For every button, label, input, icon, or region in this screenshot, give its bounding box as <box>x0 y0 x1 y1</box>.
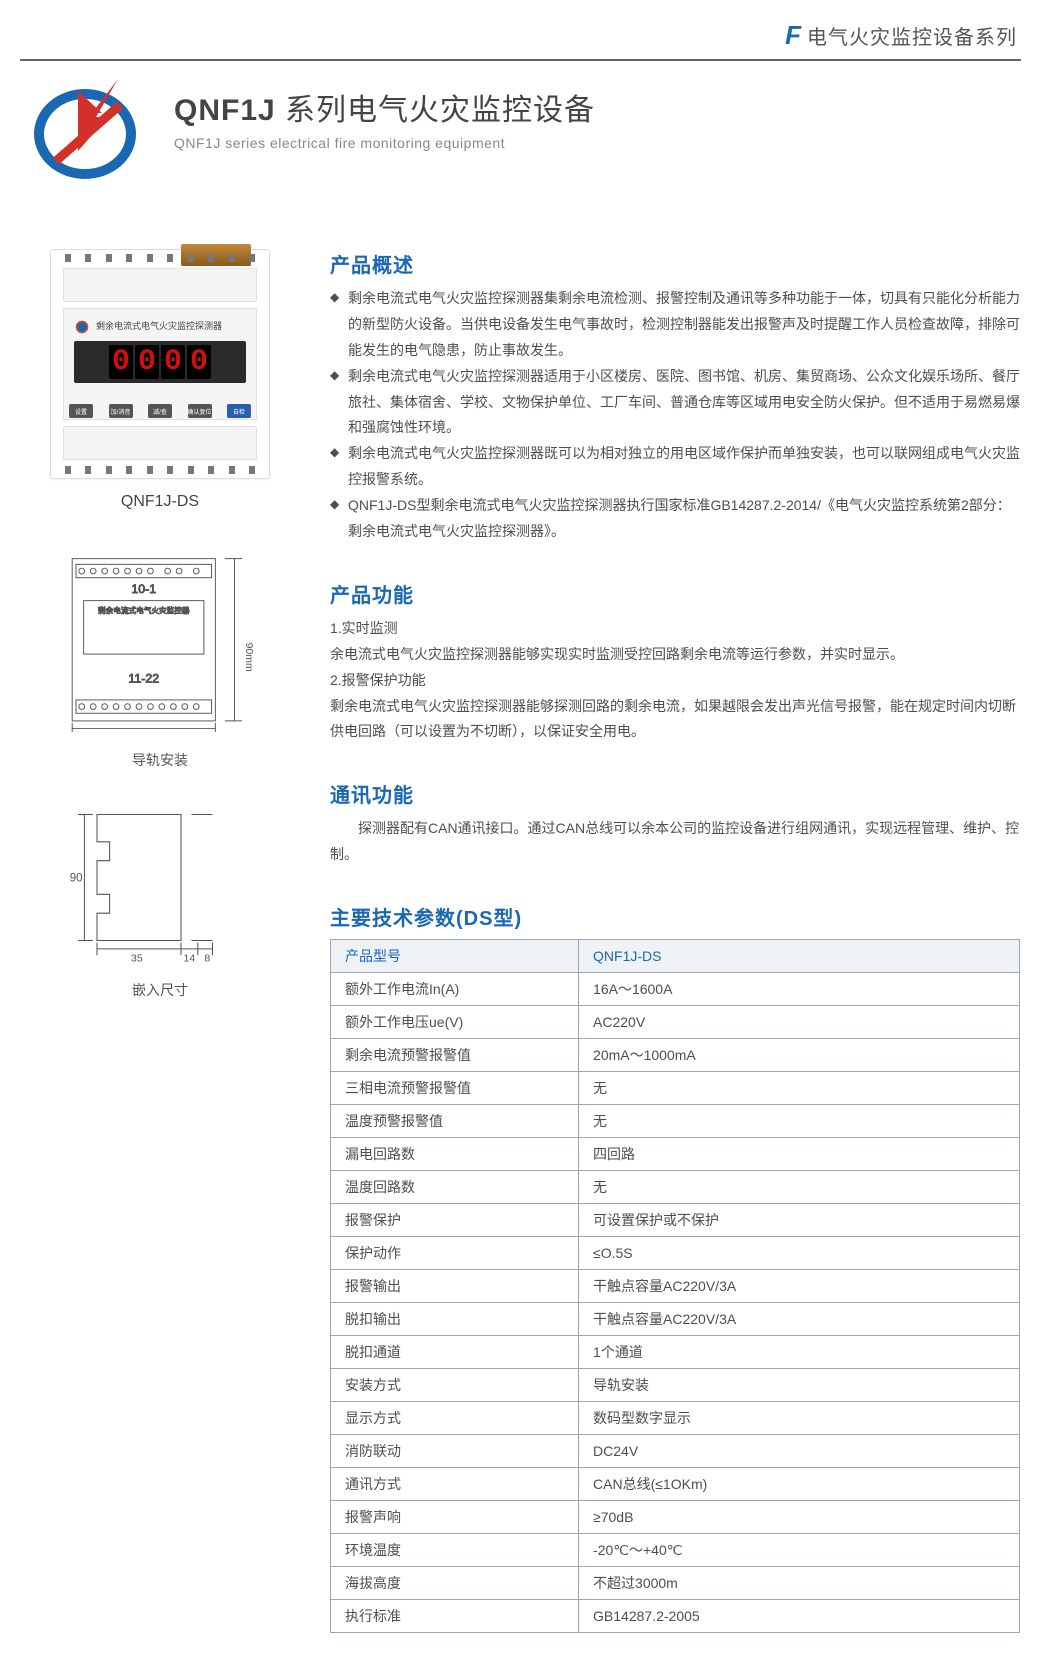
spec-value: 16A～1600A <box>579 973 1020 1006</box>
spec-label: 报警输出 <box>331 1270 579 1303</box>
page-subtitle: QNF1J series electrical fire monitoring … <box>174 135 595 151</box>
spec-value: GB14287.2-2005 <box>579 1600 1020 1633</box>
table-row: 脱扣通道1个通道 <box>331 1336 1020 1369</box>
function-line: 余电流式电气火灾监控探测器能够实现实时监测受控回路剩余电流等运行参数，并实时显示… <box>330 642 1021 668</box>
spec-value: -20℃～+40℃ <box>579 1534 1020 1567</box>
overview-item: 剩余电流式电气火灾监控探测器集剩余电流检测、报警控制及通讯等多种功能于一体，切具… <box>330 286 1021 364</box>
spec-label: 显示方式 <box>331 1402 579 1435</box>
cutout-diagram: 90 35 14 8 <box>55 804 265 962</box>
function-line: 剩余电流式电气火灾监控探测器能够探测回路的剩余电流，如果越限会发出声光信号报警，… <box>330 694 1021 746</box>
table-row: 通讯方式CAN总线(≤1OKm) <box>331 1468 1020 1501</box>
spec-value: ≤O.5S <box>579 1237 1020 1270</box>
table-row: 温度预警报警值无 <box>331 1105 1020 1138</box>
specs-th-label: 产品型号 <box>331 940 579 973</box>
spec-value: 20mA～1000mA <box>579 1039 1020 1072</box>
spec-label: 额外工作电流In(A) <box>331 973 579 1006</box>
spec-label: 通讯方式 <box>331 1468 579 1501</box>
svg-text:11-22: 11-22 <box>128 672 159 686</box>
spec-value: AC220V <box>579 1006 1020 1039</box>
spec-value: 不超过3000m <box>579 1567 1020 1600</box>
functions-block: 1.实时监测余电流式电气火灾监控探测器能够实现实时监测受控回路剩余电流等运行参数… <box>330 616 1021 745</box>
table-row: 三相电流预警报警值无 <box>331 1072 1020 1105</box>
rail-diagram-label: 导轨安装 <box>132 750 188 770</box>
spec-value: 四回路 <box>579 1138 1020 1171</box>
specs-table: 产品型号QNF1J-DS 额外工作电流In(A)16A～1600A额外工作电压u… <box>330 939 1020 1633</box>
specs-th-value: QNF1J-DS <box>579 940 1020 973</box>
specs-heading: 主要技术参数(DS型) <box>330 902 1021 931</box>
table-row: 海拔高度不超过3000m <box>331 1567 1020 1600</box>
svg-text:10-1: 10-1 <box>131 582 156 596</box>
svg-text:14: 14 <box>184 953 196 962</box>
spec-label: 剩余电流预警报警值 <box>331 1039 579 1072</box>
function-line: 2.报警保护功能 <box>330 668 1021 694</box>
device-photo: 剩余电流式电气火灾监控探测器 0 0 0 0 设置加/消音减/查确认复位自检 <box>50 249 270 479</box>
spec-label: 三相电流预警报警值 <box>331 1072 579 1105</box>
spec-label: 脱扣输出 <box>331 1303 579 1336</box>
table-row: 保护动作≤O.5S <box>331 1237 1020 1270</box>
table-row: 环境温度-20℃～+40℃ <box>331 1534 1020 1567</box>
table-row: 额外工作电流In(A)16A～1600A <box>331 973 1020 1006</box>
svg-text:8: 8 <box>204 953 210 962</box>
table-row: 消防联动DC24V <box>331 1435 1020 1468</box>
category-letter: F <box>785 20 801 51</box>
category-text: 电气火灾监控设备系列 <box>807 21 1017 50</box>
table-row: 安装方式导轨安装 <box>331 1369 1020 1402</box>
table-row: 漏电回路数四回路 <box>331 1138 1020 1171</box>
spec-label: 脱扣通道 <box>331 1336 579 1369</box>
spec-value: 无 <box>579 1105 1020 1138</box>
functions-heading: 产品功能 <box>330 579 1021 608</box>
spec-value: 无 <box>579 1072 1020 1105</box>
comm-text: 探测器配有CAN通讯接口。通过CAN总线可以余本公司的监控设备进行组网通讯，实现… <box>330 816 1021 868</box>
overview-item: QNF1J-DS型剩余电流式电气火灾监控探测器执行国家标准GB14287.2-2… <box>330 493 1021 545</box>
table-row: 报警输出干触点容量AC220V/3A <box>331 1270 1020 1303</box>
table-row: 执行标准GB14287.2-2005 <box>331 1600 1020 1633</box>
spec-value: 干触点容量AC220V/3A <box>579 1303 1020 1336</box>
table-row: 报警声响≥70dB <box>331 1501 1020 1534</box>
comm-heading: 通讯功能 <box>330 779 1021 808</box>
table-row: 报警保护可设置保护或不保护 <box>331 1204 1020 1237</box>
overview-item: 剩余电流式电气火灾监控探测器既可以为相对独立的用电区域作保护而单独安装，也可以联… <box>330 441 1021 493</box>
spec-label: 温度回路数 <box>331 1171 579 1204</box>
header-rule <box>20 59 1021 61</box>
table-row: 温度回路数无 <box>331 1171 1020 1204</box>
spec-label: 报警声响 <box>331 1501 579 1534</box>
table-row: 脱扣输出干触点容量AC220V/3A <box>331 1303 1020 1336</box>
spec-label: 消防联动 <box>331 1435 579 1468</box>
table-row: 剩余电流预警报警值20mA～1000mA <box>331 1039 1020 1072</box>
spec-label: 报警保护 <box>331 1204 579 1237</box>
svg-text:35: 35 <box>131 953 143 962</box>
svg-text:90: 90 <box>70 873 83 885</box>
rail-diagram: 10-1 剩余电流式电气火灾监控器 11-22 90mm 71mm <box>55 551 265 732</box>
spec-label: 漏电回路数 <box>331 1138 579 1171</box>
spec-value: DC24V <box>579 1435 1020 1468</box>
spec-value: ≥70dB <box>579 1501 1020 1534</box>
table-row: 额外工作电压ue(V)AC220V <box>331 1006 1020 1039</box>
svg-text:90mm: 90mm <box>243 643 254 672</box>
overview-heading: 产品概述 <box>330 249 1021 278</box>
spec-value: 导轨安装 <box>579 1369 1020 1402</box>
function-line: 1.实时监测 <box>330 616 1021 642</box>
spec-value: 干触点容量AC220V/3A <box>579 1270 1020 1303</box>
spec-label: 额外工作电压ue(V) <box>331 1006 579 1039</box>
category-header: F 电气火灾监控设备系列 <box>20 20 1021 51</box>
spec-value: 数码型数字显示 <box>579 1402 1020 1435</box>
overview-item: 剩余电流式电气火灾监控探测器适用于小区楼房、医院、图书馆、机房、集贸商场、公众文… <box>330 364 1021 442</box>
spec-label: 环境温度 <box>331 1534 579 1567</box>
page-title: QNF1J 系列电气火灾监控设备 <box>174 85 595 129</box>
overview-list: 剩余电流式电气火灾监控探测器集剩余电流检测、报警控制及通讯等多种功能于一体，切具… <box>330 286 1021 545</box>
cutout-diagram-label: 嵌入尺寸 <box>132 980 188 1000</box>
spec-value: 1个通道 <box>579 1336 1020 1369</box>
svg-text:剩余电流式电气火灾监控器: 剩余电流式电气火灾监控器 <box>98 605 190 615</box>
brand-logo <box>30 79 150 179</box>
spec-label: 海拔高度 <box>331 1567 579 1600</box>
spec-label: 温度预警报警值 <box>331 1105 579 1138</box>
spec-value: CAN总线(≤1OKm) <box>579 1468 1020 1501</box>
spec-label: 安装方式 <box>331 1369 579 1402</box>
spec-value: 无 <box>579 1171 1020 1204</box>
spec-label: 保护动作 <box>331 1237 579 1270</box>
device-model-label: QNF1J-DS <box>121 493 199 511</box>
spec-label: 执行标准 <box>331 1600 579 1633</box>
spec-value: 可设置保护或不保护 <box>579 1204 1020 1237</box>
table-row: 显示方式数码型数字显示 <box>331 1402 1020 1435</box>
